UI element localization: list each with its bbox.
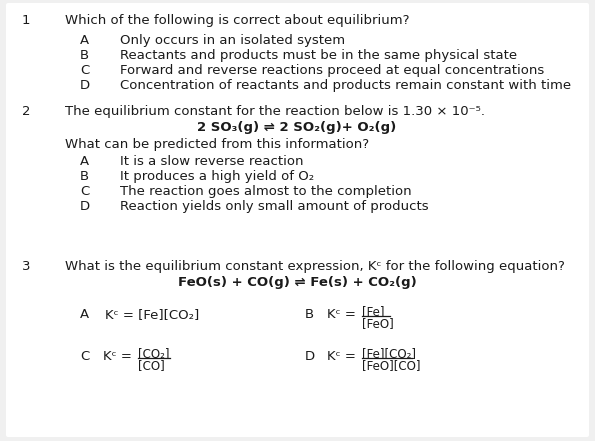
Text: A: A [80, 308, 89, 321]
Text: C: C [80, 64, 89, 77]
Text: Forward and reverse reactions proceed at equal concentrations: Forward and reverse reactions proceed at… [120, 64, 544, 77]
Text: Only occurs in an isolated system: Only occurs in an isolated system [120, 34, 345, 47]
Text: B: B [305, 308, 314, 321]
Text: [CO₂]: [CO₂] [138, 347, 170, 360]
Text: B: B [80, 170, 89, 183]
Text: Concentration of reactants and products remain constant with time: Concentration of reactants and products … [120, 79, 571, 92]
Text: The equilibrium constant for the reaction below is 1.30 × 10⁻⁵.: The equilibrium constant for the reactio… [65, 105, 485, 118]
Text: [Fe]: [Fe] [362, 305, 384, 318]
Text: Which of the following is correct about equilibrium?: Which of the following is correct about … [65, 14, 409, 27]
Text: Reactants and products must be in the same physical state: Reactants and products must be in the sa… [120, 49, 517, 62]
Text: C: C [80, 350, 89, 363]
Text: [CO]: [CO] [138, 359, 165, 372]
Text: It produces a high yield of O₂: It produces a high yield of O₂ [120, 170, 314, 183]
Text: The reaction goes almost to the completion: The reaction goes almost to the completi… [120, 185, 412, 198]
Text: It is a slow reverse reaction: It is a slow reverse reaction [120, 155, 303, 168]
Text: 3: 3 [22, 260, 30, 273]
Text: C: C [80, 185, 89, 198]
Text: D: D [305, 350, 315, 363]
Text: What is the equilibrium constant expression, Kᶜ for the following equation?: What is the equilibrium constant express… [65, 260, 565, 273]
Text: Kᶜ =: Kᶜ = [327, 350, 356, 363]
Text: A: A [80, 34, 89, 47]
Text: D: D [80, 200, 90, 213]
Text: Kᶜ =: Kᶜ = [103, 350, 132, 363]
FancyBboxPatch shape [6, 3, 589, 437]
Text: [FeO][CO]: [FeO][CO] [362, 359, 421, 372]
Text: [FeO]: [FeO] [362, 317, 394, 330]
Text: Kᶜ =: Kᶜ = [327, 308, 356, 321]
Text: 2 SO₃(g) ⇌ 2 SO₂(g)+ O₂(g): 2 SO₃(g) ⇌ 2 SO₂(g)+ O₂(g) [198, 121, 397, 134]
Text: A: A [80, 155, 89, 168]
Text: 2: 2 [22, 105, 30, 118]
Text: What can be predicted from this information?: What can be predicted from this informat… [65, 138, 369, 151]
Text: 1: 1 [22, 14, 30, 27]
Text: [Fe][CO₂]: [Fe][CO₂] [362, 347, 416, 360]
Text: D: D [80, 79, 90, 92]
Text: Reaction yields only small amount of products: Reaction yields only small amount of pro… [120, 200, 428, 213]
Text: Kᶜ = [Fe][CO₂]: Kᶜ = [Fe][CO₂] [105, 308, 199, 321]
Text: FeO(s) + CO(g) ⇌ Fe(s) + CO₂(g): FeO(s) + CO(g) ⇌ Fe(s) + CO₂(g) [178, 276, 416, 289]
Text: B: B [80, 49, 89, 62]
